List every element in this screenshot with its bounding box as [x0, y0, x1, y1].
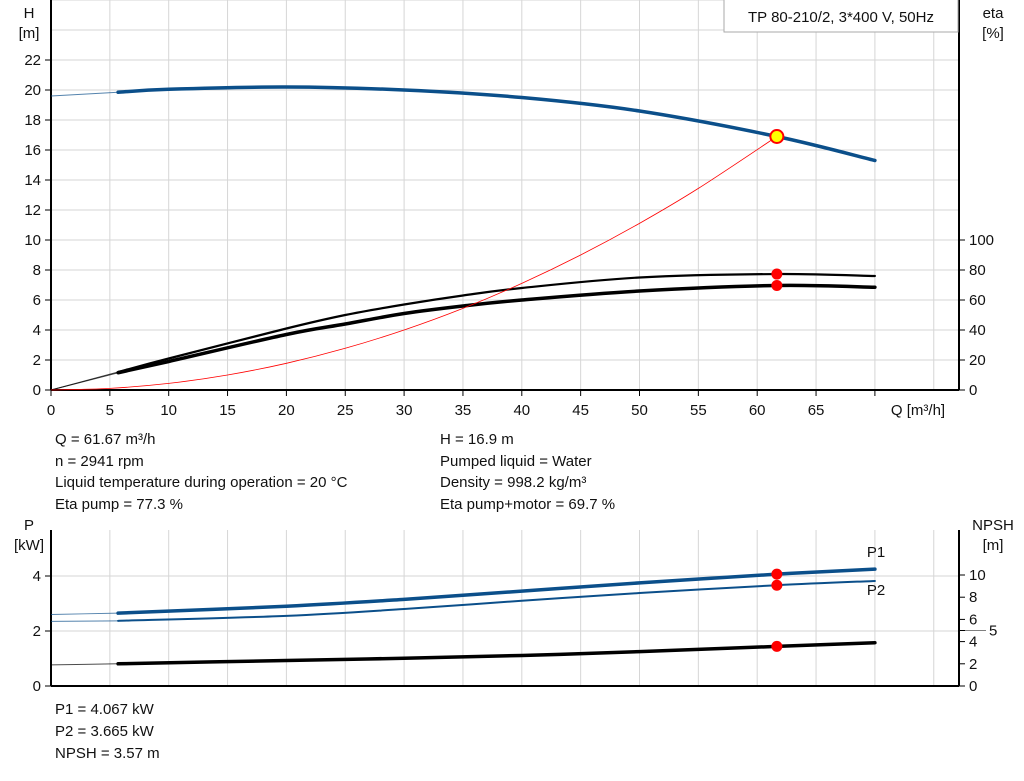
panel0-left-tick-label: 18	[24, 112, 41, 129]
panel0-left-tick-label: 20	[24, 82, 41, 99]
panel1-left-tick-label: 2	[33, 623, 41, 640]
x-tick-label: 40	[513, 402, 530, 419]
x-tick-label: 5	[106, 402, 114, 419]
x-tick-label: 50	[631, 402, 648, 419]
info-head: H = 16.9 m	[440, 431, 514, 448]
x-tick-label: 35	[455, 402, 472, 419]
panel0-left-tick-label: 10	[24, 232, 41, 249]
panel1-right-tick-label: 10	[969, 567, 986, 584]
panel0-right-axis-title: eta	[983, 5, 1005, 22]
panel1-operating-point	[771, 640, 783, 652]
info-p1: P1 = 4.067 kW	[55, 701, 154, 718]
panel0-operating-point	[769, 129, 785, 144]
panel1-right-tick-label: 5	[989, 623, 997, 640]
panel0-series-0	[116, 85, 877, 163]
x-tick-label: 60	[749, 402, 766, 419]
x-tick-label: 25	[337, 402, 354, 419]
panel0-right-tick-label: 80	[969, 262, 986, 279]
panel0-left-tick-label: 14	[24, 172, 41, 189]
panel1-right-tick-label: 8	[969, 589, 977, 606]
panel0-right-tick-label: 20	[969, 352, 986, 369]
panel0-left-tick-label: 4	[33, 322, 41, 339]
info-q: Q = 61.67 m³/h	[55, 431, 156, 448]
panel1-left-tick-label: 4	[33, 568, 41, 585]
panel1-left-axis-unit: [kW]	[14, 537, 44, 554]
panel0-left-tick-label: 22	[24, 52, 41, 69]
panel0-right-tick-label: 0	[969, 382, 977, 399]
panel1-right-axis-unit: [m]	[983, 537, 1004, 554]
panel0-right-axis-unit: [%]	[982, 25, 1004, 42]
x-tick-label: 15	[219, 402, 236, 419]
panel0-left-tick-label: 16	[24, 142, 41, 159]
panel0-left-axis-unit: [m]	[19, 25, 40, 42]
x-axis-title: Q [m³/h]	[891, 402, 945, 419]
panel1-series-extension	[50, 663, 119, 666]
p1-series-label: P1	[867, 544, 885, 561]
panel0-right-tick-label: 60	[969, 292, 986, 309]
info-eta-pump: Eta pump = 77.3 %	[55, 496, 183, 513]
panel0-series-extension	[50, 91, 119, 97]
panel0-right-tick-label: 40	[969, 322, 986, 339]
panel0-operating-point	[771, 279, 783, 291]
panel1-left-tick-label: 0	[33, 678, 41, 695]
x-tick-label: 20	[278, 402, 295, 419]
info-liquid: Pumped liquid = Water	[440, 453, 592, 470]
panel1-right-axis-title: NPSH	[972, 517, 1014, 534]
panel0-left-axis-title: H	[24, 5, 35, 22]
info-speed: n = 2941 rpm	[55, 453, 144, 470]
panel0-series-1	[116, 272, 876, 374]
panel0-series-extension	[50, 372, 119, 391]
panel1-series-extension	[50, 620, 119, 622]
panel0-operating-point	[771, 268, 783, 280]
info-temperature: Liquid temperature during operation = 20…	[55, 474, 348, 491]
panel0-series-3	[50, 136, 778, 391]
info-npsh: NPSH = 3.57 m	[55, 745, 160, 762]
x-tick-label: 10	[160, 402, 177, 419]
x-tick-label: 65	[808, 402, 825, 419]
panel1-series-P2	[117, 579, 876, 622]
panel1-right-tick-label: 6	[969, 611, 977, 628]
panel1-left-axis-title: P	[24, 517, 34, 534]
panel0-left-tick-label: 2	[33, 352, 41, 369]
title-box	[723, 0, 959, 33]
chart-title: TP 80-210/2, 3*400 V, 50Hz	[748, 9, 934, 26]
p2-series-label: P2	[867, 582, 885, 599]
panel0-series-2	[116, 283, 877, 375]
x-tick-label: 55	[690, 402, 707, 419]
panel1-series-extension	[50, 612, 119, 615]
info-p2: P2 = 3.665 kW	[55, 723, 154, 740]
panel0-left-tick-label: 12	[24, 202, 41, 219]
x-tick-label: 0	[47, 402, 55, 419]
panel0-right-tick-label: 100	[969, 232, 994, 249]
panel0-left-tick-label: 6	[33, 292, 41, 309]
panel1-right-tick-label: 2	[969, 656, 977, 673]
panel1-right-tick-label: 4	[969, 634, 977, 651]
x-tick-label: 30	[396, 402, 413, 419]
panel1-series-2	[116, 640, 877, 666]
panel1-operating-point	[771, 568, 783, 580]
info-eta-total: Eta pump+motor = 69.7 %	[440, 496, 616, 513]
panel0-left-tick-label: 0	[33, 382, 41, 399]
panel1-operating-point	[771, 579, 783, 591]
panel0-left-tick-label: 8	[33, 262, 41, 279]
panel1-right-tick-label: 0	[969, 678, 977, 695]
x-tick-label: 45	[572, 402, 589, 419]
info-density: Density = 998.2 kg/m³	[440, 474, 587, 491]
